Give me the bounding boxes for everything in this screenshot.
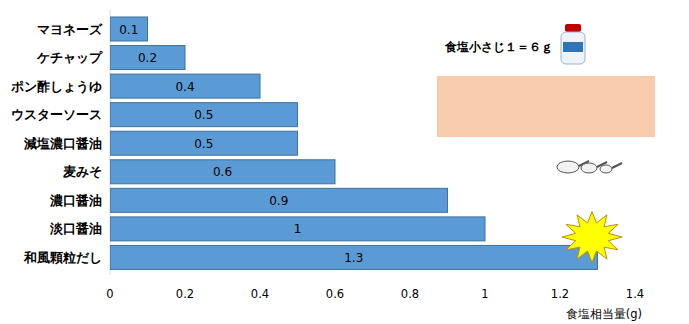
category-label: ウスターソース xyxy=(11,107,102,122)
bar xyxy=(110,131,298,155)
category-label: マヨネーズ xyxy=(37,22,103,37)
data-label: 0.5 xyxy=(194,137,213,151)
spoon-handle xyxy=(612,163,622,168)
category-label: ポン酢しょうゆ xyxy=(10,79,102,94)
x-tick-label: 1.2 xyxy=(551,287,569,301)
bar xyxy=(110,103,298,127)
category-label: 和風顆粒だし xyxy=(23,250,102,265)
bar xyxy=(110,46,185,70)
bar xyxy=(110,217,485,241)
labels: マヨネーズ 0.1 ケチャップ 0.2 ポン酢しょうゆ 0.4 ウスターソース 0.5 減塩濃口… xyxy=(10,22,644,322)
shaker-label xyxy=(563,42,583,52)
bars xyxy=(110,17,598,269)
x-tick-label: 0.8 xyxy=(401,287,419,301)
x-tick-label: 0 xyxy=(106,287,113,301)
x-tick-label: 1 xyxy=(481,287,488,301)
x-axis-label: 食塩相当量(g) xyxy=(566,307,642,321)
spoon xyxy=(581,163,597,173)
annotation: 食塩小さじ１＝６ｇ xyxy=(444,40,553,54)
shaker-cap xyxy=(565,24,581,32)
x-tick-label: 0.6 xyxy=(326,287,344,301)
data-label: 1 xyxy=(294,222,302,236)
shaker-body xyxy=(561,32,585,64)
spoons-icon xyxy=(557,161,622,173)
category-label: 麦みそ xyxy=(62,164,102,179)
bar xyxy=(110,188,448,212)
note-box xyxy=(437,76,655,137)
category-label: 減塩濃口醤油 xyxy=(23,136,102,151)
bar xyxy=(110,245,598,269)
category-label: ケチャップ xyxy=(36,50,103,65)
data-label: 0.6 xyxy=(213,165,232,179)
bar xyxy=(110,74,260,98)
x-tick-label: 1.4 xyxy=(626,287,644,301)
salt-icon xyxy=(561,24,585,64)
x-tick-label: 0.2 xyxy=(176,287,194,301)
spoon xyxy=(600,165,612,173)
bar xyxy=(110,160,335,184)
spoon xyxy=(557,161,579,173)
data-label: 0.1 xyxy=(119,23,138,37)
chart: マヨネーズ 0.1 ケチャップ 0.2 ポン酢しょうゆ 0.4 ウスターソース 0.5 減塩濃口… xyxy=(0,0,689,324)
data-label: 0.9 xyxy=(269,194,288,208)
starburst xyxy=(562,212,622,263)
data-label: 1.3 xyxy=(344,251,363,265)
category-label: 濃口醤油 xyxy=(49,193,102,208)
data-label: 0.5 xyxy=(194,108,213,122)
data-label: 0.2 xyxy=(138,51,157,65)
category-label: 淡口醤油 xyxy=(49,221,102,236)
x-tick-label: 0.4 xyxy=(251,287,269,301)
bar xyxy=(110,17,148,41)
data-label: 0.4 xyxy=(175,80,194,94)
